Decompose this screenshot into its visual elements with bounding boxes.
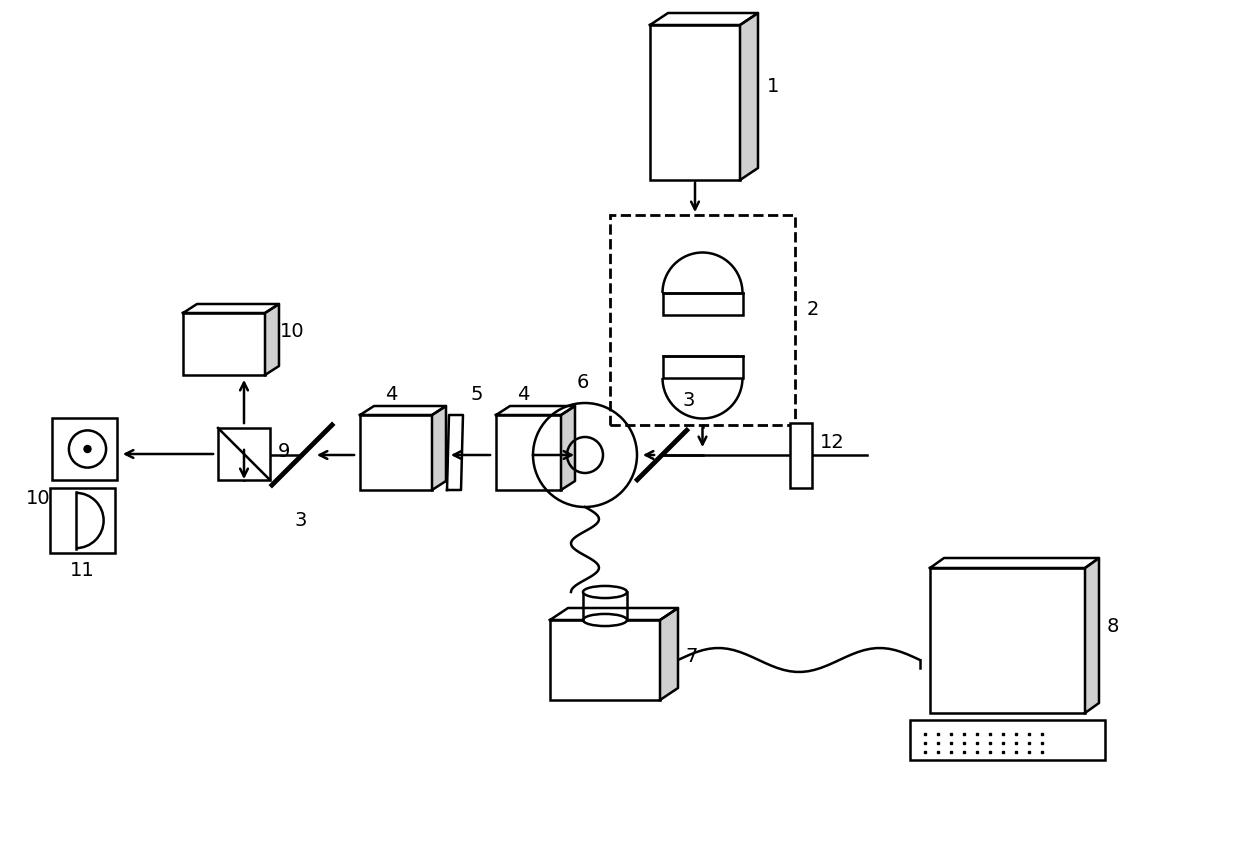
- Polygon shape: [360, 406, 446, 415]
- Polygon shape: [496, 406, 575, 415]
- Text: 9: 9: [278, 442, 290, 461]
- Polygon shape: [446, 415, 463, 490]
- Text: 8: 8: [1107, 617, 1120, 636]
- Text: 3: 3: [294, 511, 306, 530]
- Circle shape: [84, 446, 91, 453]
- Text: 6: 6: [577, 373, 589, 392]
- Text: 4: 4: [384, 385, 397, 404]
- Text: 10: 10: [25, 488, 50, 507]
- Bar: [551, 620, 660, 700]
- Polygon shape: [650, 13, 758, 25]
- Bar: [910, 720, 1105, 760]
- Ellipse shape: [583, 614, 627, 626]
- Text: 1: 1: [768, 78, 780, 97]
- Bar: [610, 215, 795, 425]
- Text: 11: 11: [71, 562, 95, 581]
- Bar: [360, 415, 432, 490]
- Text: 3: 3: [682, 391, 694, 410]
- Bar: [50, 488, 115, 553]
- Text: 10: 10: [280, 322, 305, 341]
- Text: 7: 7: [684, 646, 697, 665]
- Ellipse shape: [583, 586, 627, 598]
- Polygon shape: [432, 406, 446, 490]
- Bar: [496, 415, 560, 490]
- Polygon shape: [184, 304, 279, 313]
- Polygon shape: [560, 406, 575, 490]
- Bar: [52, 418, 117, 480]
- Polygon shape: [930, 558, 1099, 568]
- Bar: [184, 313, 265, 375]
- Bar: [650, 25, 740, 180]
- Bar: [790, 422, 812, 487]
- Polygon shape: [265, 304, 279, 375]
- Bar: [662, 293, 743, 315]
- Polygon shape: [1085, 558, 1099, 713]
- Text: 2: 2: [807, 300, 820, 319]
- Bar: [930, 568, 1085, 713]
- Bar: [662, 356, 743, 378]
- Polygon shape: [660, 608, 678, 700]
- Polygon shape: [551, 608, 678, 620]
- Text: 4: 4: [517, 385, 529, 404]
- Text: 12: 12: [820, 433, 844, 452]
- Bar: [218, 428, 270, 480]
- Polygon shape: [740, 13, 758, 180]
- Text: 5: 5: [470, 385, 482, 404]
